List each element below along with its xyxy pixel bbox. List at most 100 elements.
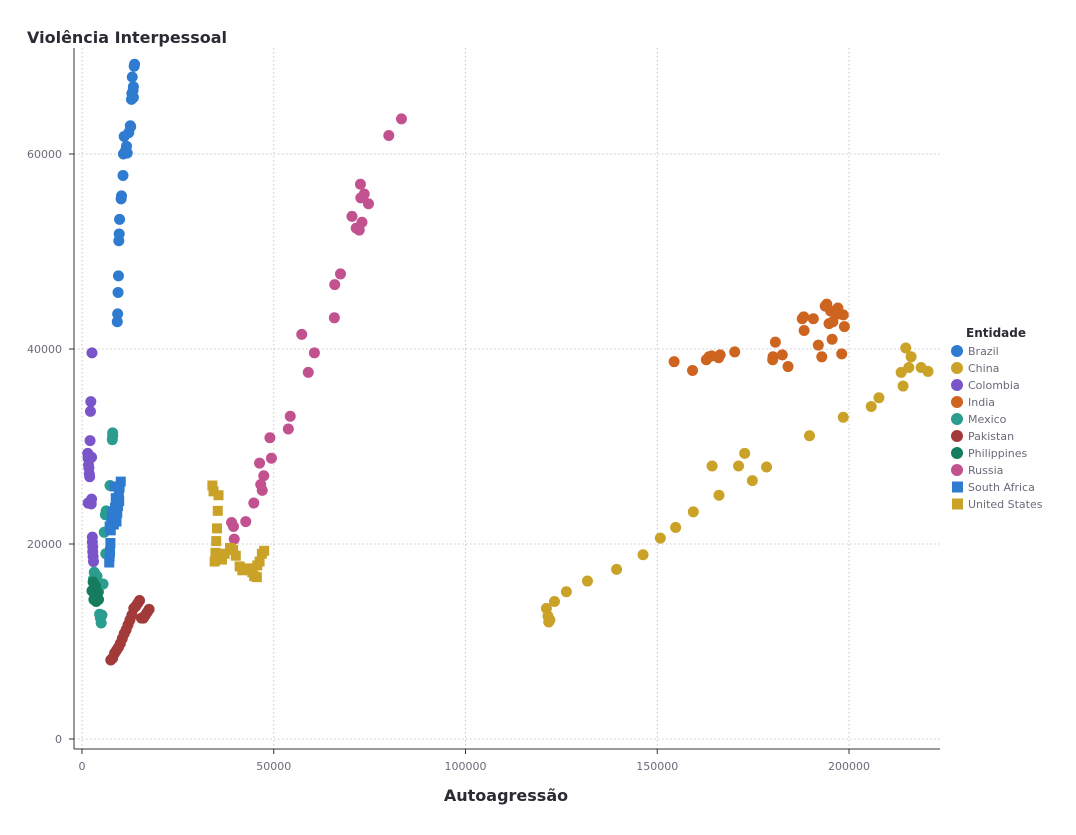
data-point [113, 228, 125, 240]
legend-item: Brazil [951, 345, 999, 358]
tick-labels: 0 50000 100000 150000 200000 0 20000 40000 60000 [27, 148, 870, 773]
data-point [922, 365, 934, 377]
data-point [112, 286, 124, 298]
data-point [308, 347, 320, 359]
legend-marker [951, 396, 963, 408]
data-point [121, 147, 133, 159]
data-point [334, 268, 346, 280]
data-point [126, 71, 138, 83]
data-point [127, 91, 139, 103]
data-point [228, 533, 240, 545]
x-tick-label: 50000 [256, 760, 291, 773]
y-tick-label: 20000 [27, 538, 62, 551]
legend-marker [951, 362, 963, 374]
legend-label: Philippines [968, 447, 1028, 460]
legend-item: Pakistan [951, 430, 1014, 443]
data-point [838, 321, 850, 333]
data-point [548, 596, 560, 608]
data-point [826, 333, 838, 345]
data-point [714, 349, 726, 361]
data-point [125, 121, 137, 133]
data-point [230, 550, 241, 561]
x-tick-label: 200000 [828, 760, 870, 773]
data-point [237, 565, 248, 576]
legend-marker [951, 464, 963, 476]
legend-marker [951, 345, 963, 357]
y-tick-label: 0 [55, 733, 62, 746]
data-point [211, 536, 222, 547]
data-point [84, 471, 96, 483]
legend: Entidade Brazil China Colombia India Mexico P… [951, 326, 1043, 511]
data-point [248, 497, 260, 509]
legend-item: Russia [951, 464, 1003, 477]
legend-title: Entidade [966, 326, 1026, 340]
data-point [254, 556, 265, 567]
data-point [807, 313, 819, 325]
grid [74, 48, 940, 749]
data-point [358, 188, 370, 200]
series-colombia [82, 347, 100, 568]
data-point [706, 460, 718, 472]
series-china [540, 342, 934, 628]
data-point [713, 489, 725, 501]
data-point [905, 351, 917, 363]
data-point [798, 324, 810, 336]
legend-label: Colombia [968, 379, 1020, 392]
data-point [346, 210, 358, 222]
data-point [105, 538, 116, 549]
data-point [211, 523, 222, 534]
data-point [251, 572, 262, 583]
data-point [88, 556, 100, 568]
legend-marker [952, 481, 963, 493]
data-point [761, 461, 773, 473]
legend-label: India [968, 396, 995, 409]
data-points [82, 58, 934, 666]
data-point [302, 366, 314, 378]
legend-label: Brazil [968, 345, 999, 358]
data-point [687, 506, 699, 518]
data-point [219, 548, 230, 559]
data-point [86, 347, 98, 359]
legend-item: China [951, 362, 999, 375]
y-tick-label: 60000 [27, 148, 62, 161]
x-tick-label: 0 [79, 760, 86, 773]
legend-item: South Africa [952, 481, 1035, 494]
x-axis-title: Autoagressão [444, 786, 568, 805]
data-point [265, 452, 277, 464]
data-point [216, 554, 227, 565]
data-point [284, 410, 296, 422]
data-point [798, 311, 810, 323]
legend-marker [951, 430, 963, 442]
chart-title: Violência Interpessoal [27, 28, 227, 47]
data-point [115, 476, 126, 487]
data-point [82, 497, 94, 509]
data-point [112, 308, 124, 320]
legend-item: United States [952, 498, 1043, 511]
legend-marker [951, 379, 963, 391]
data-point [900, 342, 912, 354]
data-point [544, 614, 556, 626]
data-point [782, 361, 794, 373]
data-point [84, 405, 96, 417]
data-point [729, 346, 741, 358]
data-point [739, 447, 751, 459]
data-point [259, 545, 270, 556]
x-tick-label: 150000 [636, 760, 678, 773]
legend-item: Colombia [951, 379, 1020, 392]
data-point [611, 563, 623, 575]
data-point [104, 557, 115, 568]
data-point [581, 575, 593, 587]
data-point [210, 547, 221, 558]
data-point [84, 435, 96, 447]
legend-marker [952, 498, 963, 510]
data-point [212, 505, 223, 516]
legend-label: United States [968, 498, 1043, 511]
data-point [111, 316, 123, 328]
data-point [837, 411, 849, 423]
series-south-africa [104, 476, 126, 568]
data-point [865, 401, 877, 413]
data-point [282, 423, 294, 435]
data-point [228, 544, 239, 555]
legend-label: South Africa [968, 481, 1035, 494]
data-point [383, 129, 395, 141]
